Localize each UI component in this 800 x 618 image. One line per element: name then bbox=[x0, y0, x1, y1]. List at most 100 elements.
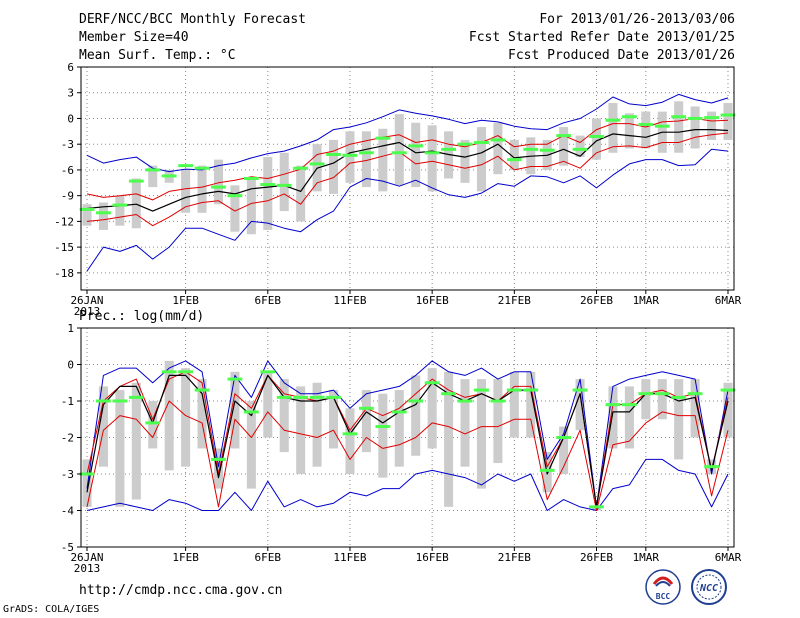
precip-max-line bbox=[86, 360, 729, 508]
temp-spread-box bbox=[181, 169, 191, 213]
precip-spread-box bbox=[312, 382, 322, 467]
precip-spread-box bbox=[378, 393, 388, 478]
temp-spread-box bbox=[230, 185, 240, 232]
precip-median-mark bbox=[474, 388, 489, 392]
precip-spread-box bbox=[296, 386, 306, 474]
precip-median-mark bbox=[605, 403, 621, 407]
precip-min-line bbox=[86, 458, 729, 511]
temp-median-mark bbox=[161, 174, 177, 178]
precip-ytick-label: -1 bbox=[61, 395, 74, 408]
precip-spread-box bbox=[394, 390, 404, 467]
precip-spread-box bbox=[460, 379, 470, 467]
temp-median-mark bbox=[720, 113, 736, 117]
precip-median-mark bbox=[408, 399, 424, 403]
temp-spread-box bbox=[131, 178, 141, 229]
precip-ytick-label: -3 bbox=[61, 468, 74, 481]
temp-xtick-label: 26JAN bbox=[70, 294, 103, 307]
temp-spread-box bbox=[641, 111, 651, 149]
temp-spread-box bbox=[460, 139, 470, 183]
temp-xtick-label: 16FEB bbox=[416, 294, 449, 307]
temp-median-mark bbox=[523, 147, 539, 151]
temp-spread-box bbox=[476, 127, 486, 192]
temp-median-mark bbox=[391, 151, 407, 155]
precip-xtick-label: 21FEB bbox=[498, 551, 531, 564]
temp-median-mark bbox=[441, 147, 456, 151]
precip-median-mark bbox=[227, 377, 243, 381]
precip-spread-box bbox=[213, 448, 224, 489]
precip-median-mark bbox=[523, 388, 539, 392]
temp-ytick-label: -12 bbox=[54, 215, 74, 228]
precip-median-mark bbox=[704, 465, 719, 469]
source-url[interactable]: http://cmdp.ncc.cma.gov.cn bbox=[79, 583, 283, 598]
temp-spread-box bbox=[624, 113, 634, 149]
precip-median-mark bbox=[194, 388, 210, 392]
bcc-logo: BCC bbox=[645, 569, 681, 605]
temp-median-mark bbox=[490, 138, 506, 142]
temp-median-mark bbox=[260, 183, 276, 187]
precip-median-mark bbox=[178, 370, 194, 374]
precip-frame bbox=[80, 327, 735, 548]
precip-xtick-label: 11FEB bbox=[333, 551, 366, 564]
temp-xtick-label: 11FEB bbox=[333, 294, 366, 307]
temp-median-mark bbox=[293, 166, 309, 170]
grads-credit: GrADS: COLA/IGES bbox=[3, 604, 100, 615]
temp-median-mark bbox=[621, 115, 637, 119]
precip-lower-line bbox=[86, 400, 729, 511]
forecast-period: For 2013/01/26-2013/03/06 bbox=[539, 12, 735, 27]
temp-median-mark bbox=[556, 134, 572, 138]
temp-median-mark bbox=[194, 166, 210, 170]
temp-spread-box bbox=[608, 103, 618, 153]
temp-spread-box bbox=[559, 127, 569, 166]
temp-median-mark bbox=[211, 185, 226, 189]
precip-xtick-label: 6FEB bbox=[255, 551, 282, 564]
temp-median-mark bbox=[589, 134, 604, 138]
precip-median-mark bbox=[589, 505, 604, 509]
temp-xtick-label: 6FEB bbox=[255, 294, 282, 307]
temp-panel: 6 3 0 -3 -6 -9 -12 -15 -18 26JAN 1FEB 6FEB 11FEB 16FE… bbox=[54, 61, 741, 318]
temp-ytick-label: -3 bbox=[61, 138, 74, 151]
temp-median-mark bbox=[654, 124, 670, 128]
precip-xtick-label: 26JAN bbox=[70, 551, 103, 564]
precip-median-mark bbox=[260, 370, 276, 374]
temp-spread-box bbox=[723, 103, 733, 140]
precip-xtick-label: 26FEB bbox=[580, 551, 613, 564]
temp-spread-box bbox=[197, 165, 207, 213]
precip-median-mark bbox=[276, 395, 292, 399]
temp-spread-box bbox=[98, 202, 108, 230]
precip-median-mark bbox=[326, 395, 341, 399]
precip-median-mark bbox=[96, 399, 111, 403]
precip-upper-line bbox=[86, 371, 729, 508]
temp-median-mark bbox=[457, 142, 473, 146]
temp-xtick-label: 21FEB bbox=[498, 294, 531, 307]
temp-spread-box bbox=[115, 195, 125, 226]
variable-label: Mean Surf. Temp.: °C bbox=[79, 48, 236, 63]
precip-median-mark bbox=[145, 421, 161, 425]
precip-ytick-label: 1 bbox=[67, 322, 74, 335]
precip-spread-box bbox=[148, 401, 158, 449]
precip-spread-box bbox=[690, 379, 700, 438]
precip-spread-box bbox=[181, 368, 191, 467]
member-size-label: Member Size=40 bbox=[79, 30, 189, 45]
precip-xtick-label: 6MAR bbox=[715, 551, 742, 564]
precip-median-mark bbox=[638, 392, 654, 396]
temp-median-mark bbox=[704, 116, 719, 120]
precip-spread-box bbox=[624, 386, 634, 449]
temp-spread-box bbox=[263, 157, 273, 230]
temp-spread-box bbox=[493, 122, 503, 175]
precip-spread-box bbox=[329, 390, 339, 449]
temp-spread-box bbox=[361, 131, 371, 188]
precip-mean-line bbox=[86, 374, 729, 508]
temp-spread-box bbox=[674, 101, 684, 153]
precip-spread-box bbox=[608, 386, 618, 449]
temp-median-mark bbox=[79, 207, 95, 211]
precip-ytick-label: 0 bbox=[67, 359, 74, 372]
precip-spread-box bbox=[230, 371, 240, 449]
precip-spread-box bbox=[345, 408, 355, 474]
temp-xtick-label: 1FEB bbox=[172, 294, 199, 307]
precip-spread-box bbox=[476, 379, 486, 489]
precip-xtick-label: 1FEB bbox=[172, 551, 199, 564]
temp-mean-line bbox=[86, 129, 729, 212]
temp-median-mark bbox=[96, 211, 111, 215]
